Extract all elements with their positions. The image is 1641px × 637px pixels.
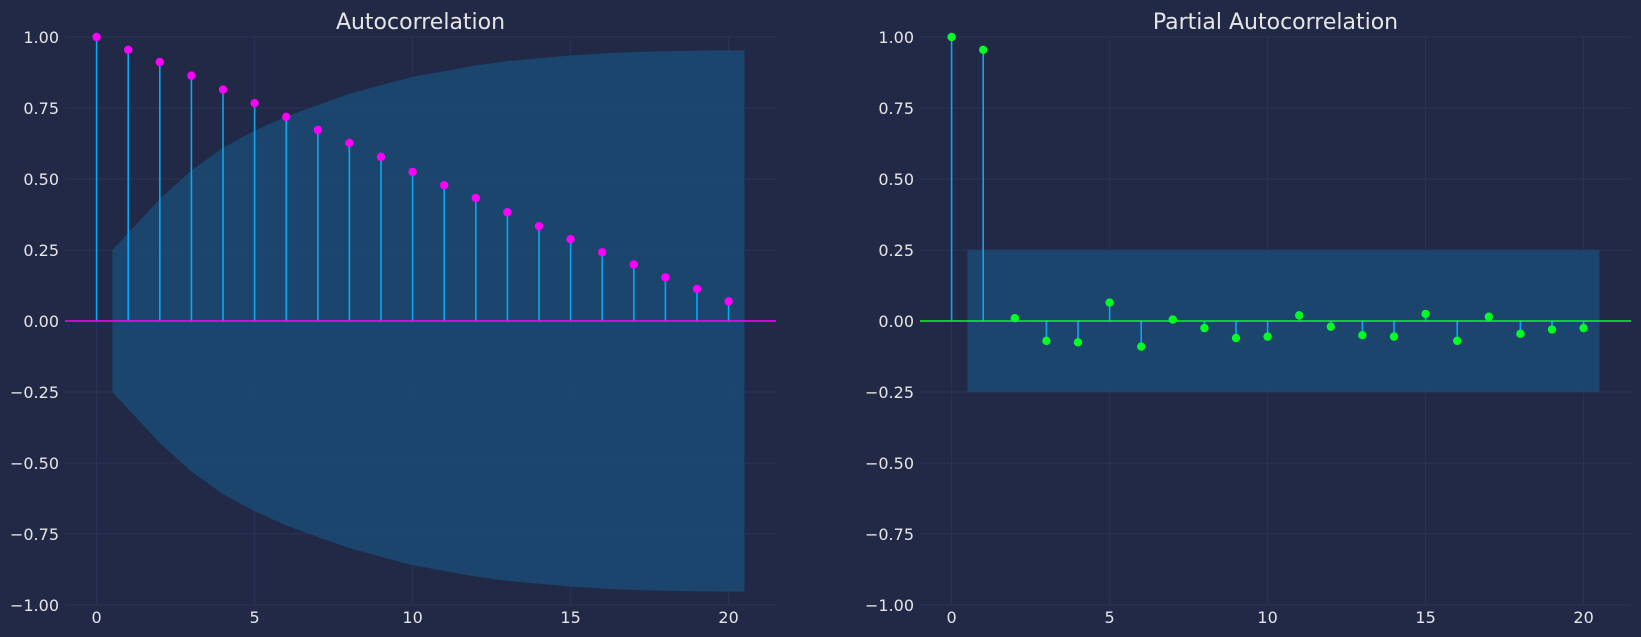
pacf-y-tick-label-0: 1.00 <box>878 28 914 47</box>
pacf-y-tick-labels: 1.00 0.75 0.50 0.25 0.00 −0.25 −0.50 −0.75 −1.00 <box>865 28 914 615</box>
acf-point-7 <box>313 125 322 135</box>
acf-point-20 <box>724 297 733 306</box>
pacf-x-tick-label-0: 0 <box>947 608 957 627</box>
pacf-point-4 <box>1073 338 1083 347</box>
acf-point-15 <box>566 235 575 244</box>
pacf-point-10 <box>1263 332 1272 341</box>
pacf-x-tick-label-1: 5 <box>1105 608 1115 627</box>
acf-y-tick-label-2: 0.50 <box>23 170 59 189</box>
pacf-point-6 <box>1137 342 1146 351</box>
pacf-point-15 <box>1421 309 1430 319</box>
acf-point-19 <box>692 284 702 294</box>
pacf-y-tick-label-1: 0.75 <box>878 99 914 118</box>
acf-point-13 <box>503 208 512 217</box>
pacf-point-2 <box>1010 313 1019 323</box>
acf-y-tick-label-0: 1.00 <box>23 28 59 47</box>
acf-point-0 <box>92 32 101 42</box>
acf-x-tick-labels: 0 5 10 15 20 <box>92 608 739 627</box>
pacf-point-18 <box>1516 329 1525 338</box>
acf-y-tick-labels: 1.00 0.75 0.50 0.25 0.00 −0.25 −0.50 −0.75 −1.00 <box>10 28 59 615</box>
acf-y-tick-label-8: −1.00 <box>10 596 59 615</box>
acf-panel: Autocorrelation 1.00 0.75 0.50 0.25 0.00 −0.2… <box>10 10 776 627</box>
acf-point-2 <box>155 57 164 67</box>
acf-point-11 <box>440 181 449 190</box>
acf-x-tick-label-0: 0 <box>92 608 102 627</box>
acf-point-12 <box>471 193 480 203</box>
pacf-point-12 <box>1326 322 1336 331</box>
pacf-point-13 <box>1358 331 1367 340</box>
acf-point-1 <box>124 45 133 54</box>
pacf-point-16 <box>1453 336 1462 346</box>
acf-point-14 <box>534 221 544 231</box>
acf-y-tick-label-5: −0.25 <box>10 383 59 402</box>
acf-point-10 <box>408 167 417 177</box>
acf-point-9 <box>376 152 386 162</box>
acf-point-16 <box>598 248 607 257</box>
pacf-point-3 <box>1042 336 1051 346</box>
acf-y-tick-label-4: 0.00 <box>23 312 59 331</box>
pacf-x-tick-label-2: 10 <box>1257 608 1277 627</box>
pacf-point-8 <box>1200 323 1209 333</box>
pacf-title: Partial Autocorrelation <box>1153 10 1398 35</box>
pacf-x-tick-labels: 0 5 10 15 20 <box>947 608 1594 627</box>
pacf-x-tick-label-4: 20 <box>1573 608 1593 627</box>
acf-point-3 <box>187 71 196 80</box>
pacf-point-17 <box>1484 312 1494 321</box>
acf-point-8 <box>345 138 354 148</box>
pacf-point-20 <box>1579 323 1588 333</box>
acf-markers <box>92 32 733 306</box>
acf-x-tick-label-4: 20 <box>718 608 738 627</box>
pacf-panel: Partial Autocorrelation 1.00 0.75 0.50 0.25… <box>865 10 1631 627</box>
pacf-markers <box>947 32 1588 351</box>
pacf-y-tick-label-8: −1.00 <box>865 596 914 615</box>
pacf-point-14 <box>1389 332 1399 341</box>
pacf-point-9 <box>1231 333 1241 343</box>
pacf-y-tick-label-4: 0.00 <box>878 312 914 331</box>
acf-point-17 <box>629 260 638 269</box>
pacf-point-19 <box>1547 325 1557 334</box>
pacf-y-tick-label-6: −0.50 <box>865 454 914 473</box>
acf-x-tick-label-2: 10 <box>402 608 422 627</box>
acf-y-tick-label-3: 0.25 <box>23 241 59 260</box>
pacf-y-tick-label-7: −0.75 <box>865 525 914 544</box>
pacf-point-11 <box>1295 311 1304 320</box>
acf-y-tick-label-7: −0.75 <box>10 525 59 544</box>
pacf-point-5 <box>1105 298 1114 307</box>
pacf-y-tick-label-5: −0.25 <box>865 383 914 402</box>
pacf-point-1 <box>979 45 988 54</box>
pacf-y-tick-label-2: 0.50 <box>878 170 914 189</box>
acf-title: Autocorrelation <box>336 10 505 35</box>
acf-point-5 <box>250 98 259 108</box>
acf-stems <box>95 37 730 321</box>
pacf-y-tick-label-3: 0.25 <box>878 241 914 260</box>
acf-point-4 <box>218 85 228 94</box>
pacf-x-tick-label-3: 15 <box>1415 608 1435 627</box>
acf-x-tick-label-1: 5 <box>250 608 260 627</box>
acf-x-tick-label-3: 15 <box>560 608 580 627</box>
pacf-point-7 <box>1168 315 1178 324</box>
acf-point-6 <box>282 112 291 122</box>
acf-y-tick-label-1: 0.75 <box>23 99 59 118</box>
acf-point-18 <box>661 273 670 282</box>
pacf-point-0 <box>947 32 956 42</box>
acf-y-tick-label-6: −0.50 <box>10 454 59 473</box>
